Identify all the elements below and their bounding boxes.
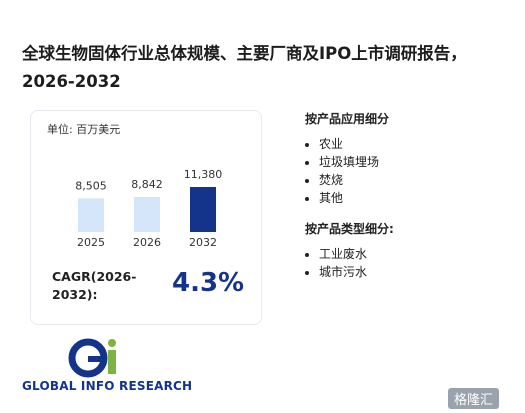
chart-card <box>30 110 262 325</box>
list-item: 垃圾填埋场 <box>319 153 389 171</box>
bar <box>78 198 104 232</box>
cagr-value: 4.3% <box>172 268 245 298</box>
chart: 单位: 百万美元 8,505 2025 8,842 2026 11,380 2032 <box>47 122 223 249</box>
x-tick-label: 2025 <box>77 236 105 249</box>
x-tick-label: 2026 <box>133 236 161 249</box>
cagr-label: CAGR(2026-2032): <box>52 269 137 302</box>
section-heading: 按产品应用细分 <box>305 112 390 126</box>
item-list: 农业垃圾填埋场焚烧其他 <box>305 135 389 207</box>
title: 全球生物固体行业总体规模、主要厂商及IPO上市调研报告，2026-2032 <box>22 44 467 91</box>
value-label: 8,842 <box>131 178 163 191</box>
value-label: 11,380 <box>184 168 223 181</box>
logo-text: GLOBAL INFO RESEARCH <box>22 379 193 393</box>
logo-graphic <box>68 338 116 378</box>
list-item: 其他 <box>319 189 389 207</box>
value-label: 8,505 <box>75 179 107 192</box>
item-list: 工业废水城市污水 <box>305 245 394 281</box>
unit-label: 单位: 百万美元 <box>47 122 120 136</box>
list-item: 焚烧 <box>319 171 389 189</box>
x-tick-label: 2032 <box>189 236 217 249</box>
section-heading: 按产品类型细分: <box>305 222 394 236</box>
bar <box>190 187 216 232</box>
list-item: 城市污水 <box>319 263 394 281</box>
sidebar-section: 按产品类型细分: 工业废水城市污水 <box>305 220 394 281</box>
sidebar-section: 按产品应用细分农业垃圾填埋场焚烧其他 <box>305 110 389 207</box>
list-item: 农业 <box>319 135 389 153</box>
list-item: 工业废水 <box>319 245 394 263</box>
badge: 格隆汇 <box>448 388 500 409</box>
bar <box>134 197 160 232</box>
